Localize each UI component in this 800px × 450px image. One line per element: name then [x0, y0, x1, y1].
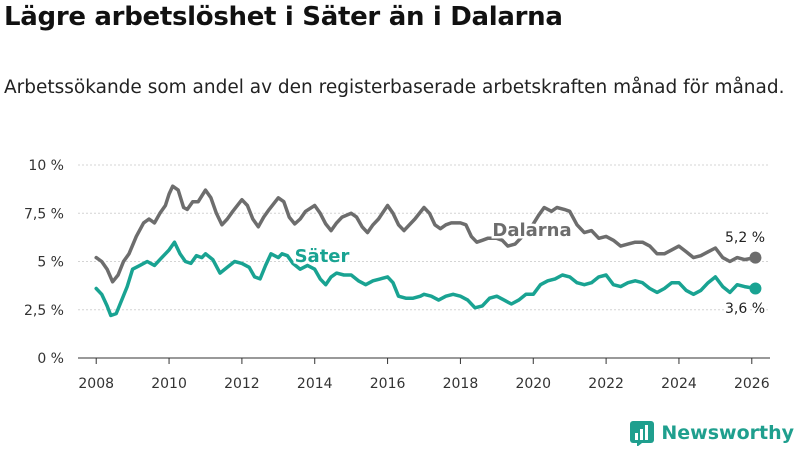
y-tick-label: 7,5 %	[24, 206, 64, 222]
x-tick-label: 2022	[588, 376, 624, 392]
newsworthy-logo[interactable]: Newsworthy	[629, 420, 794, 446]
series-line-sater	[94, 240, 758, 318]
x-tick-label: 2008	[78, 376, 114, 392]
grid-layer	[78, 164, 770, 359]
x-tick-label: 2018	[443, 376, 479, 392]
y-tick-label: 10 %	[28, 158, 64, 174]
newsworthy-logo-text: Newsworthy	[661, 422, 794, 444]
series-end-label-dalarna: 5,2 %	[725, 230, 765, 246]
axis-layer: 0 % 2,5 % 5 % 7,5 % 10 % 2008 2010 2012 2014 2016…	[24, 158, 770, 392]
series-end-label-sater: 3,6 %	[725, 301, 765, 317]
series-end-marker-dalarna	[749, 251, 762, 264]
x-tick-label: 2020	[515, 376, 551, 392]
label-layer: Dalarna Säter 5,2 % 3,6 %	[292, 218, 767, 320]
y-tick-label: 5 %	[37, 255, 64, 271]
newsworthy-logo-icon	[630, 421, 655, 446]
series-end-marker-sater	[749, 282, 762, 295]
x-tick-label: 2026	[734, 376, 770, 392]
page-subtitle: Arbetssökande som andel av den registerb…	[4, 77, 785, 98]
series-layer	[94, 184, 762, 318]
x-tick-label: 2014	[297, 376, 333, 392]
x-tick-label: 2024	[661, 376, 697, 392]
y-tick-label: 0 %	[37, 351, 64, 367]
page-title: Lägre arbetslöshet i Säter än i Dalarna	[4, 2, 563, 32]
y-tick-label: 2,5 %	[24, 303, 64, 319]
series-name-label-sater: Säter	[295, 246, 350, 267]
x-tick-label: 2012	[224, 376, 260, 392]
x-tick-label: 2010	[151, 376, 187, 392]
series-line-dalarna	[94, 184, 758, 284]
series-name-label-dalarna: Dalarna	[492, 220, 571, 241]
x-tick-label: 2016	[370, 376, 406, 392]
